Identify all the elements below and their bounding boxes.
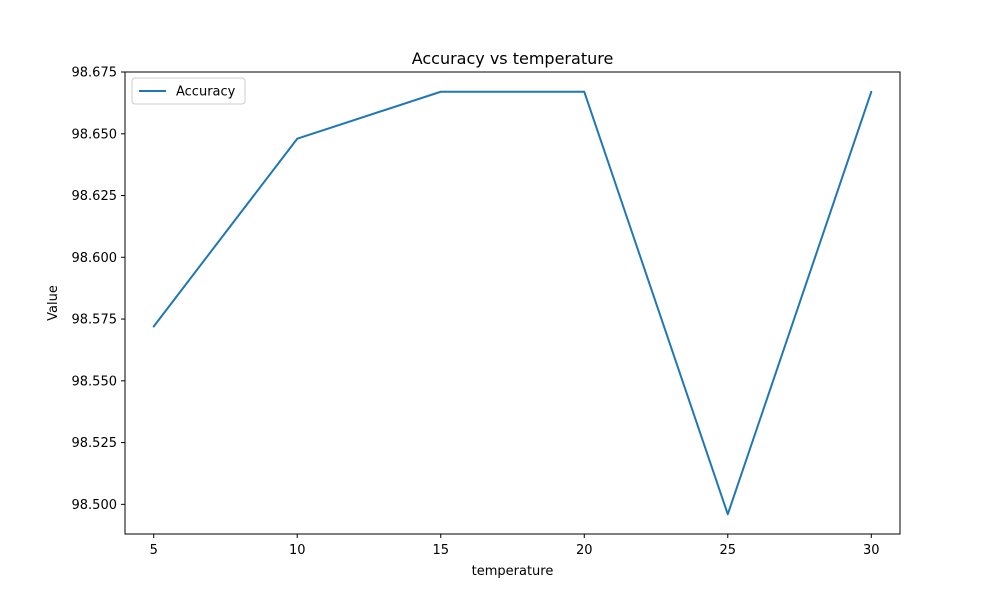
- legend-label-accuracy: Accuracy: [176, 85, 236, 100]
- x-tick-label: 30: [863, 543, 880, 558]
- x-tick-label: 10: [289, 543, 306, 558]
- chart-title: Accuracy vs temperature: [412, 49, 614, 68]
- y-tick-label: 98.600: [72, 251, 118, 266]
- y-tick-label: 98.650: [72, 127, 118, 142]
- series-line-accuracy: [152, 90, 873, 516]
- plot-area: [124, 71, 901, 535]
- y-tick-label: 98.550: [72, 374, 118, 389]
- x-tick-label: 15: [432, 543, 449, 558]
- legend: Accuracy: [131, 77, 246, 105]
- x-axis: 5 10 15 20 25 30: [150, 534, 880, 558]
- y-tick-label: 98.500: [72, 498, 118, 513]
- y-tick-label: 98.575: [72, 313, 118, 328]
- y-axis: 98.500 98.525 98.550 98.575 98.600 98.625 98.6…: [72, 66, 125, 513]
- y-axis-label: Value: [46, 285, 61, 321]
- y-tick-label: 98.625: [72, 189, 118, 204]
- plot-background: [125, 72, 900, 534]
- x-tick-label: 25: [720, 543, 737, 558]
- x-axis-label: temperature: [472, 564, 554, 579]
- y-tick-label: 98.675: [72, 66, 118, 81]
- legend-box: [131, 77, 246, 105]
- x-tick-label: 5: [150, 543, 158, 558]
- plot-frame: [124, 71, 901, 535]
- series-layer: [152, 90, 873, 516]
- x-tick-label: 20: [576, 543, 593, 558]
- y-tick-label: 98.525: [72, 436, 118, 451]
